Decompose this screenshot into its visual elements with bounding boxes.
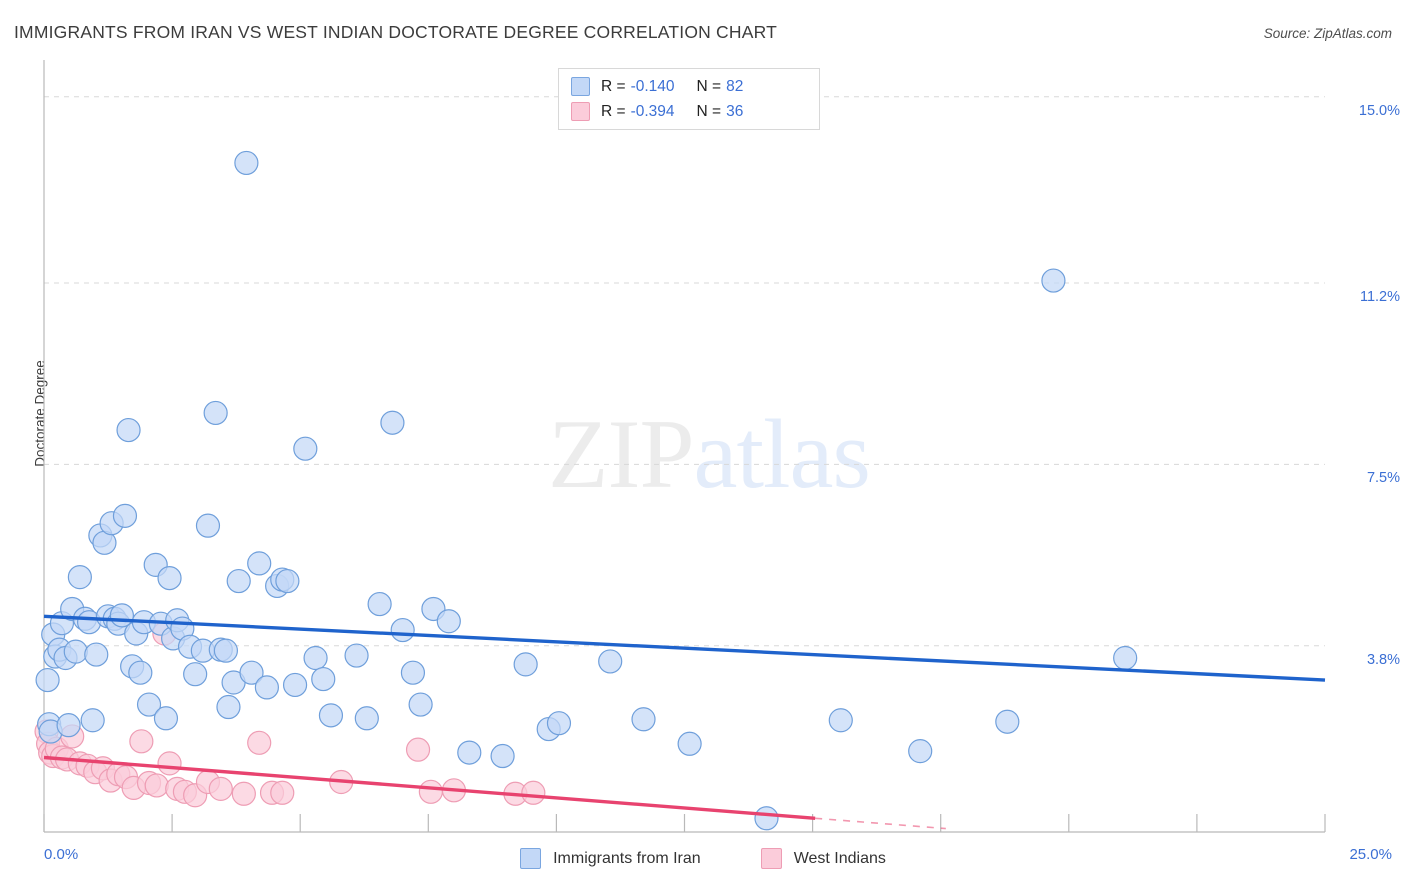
stats-r-label-west-indians: R = [601,102,626,120]
page-title: IMMIGRANTS FROM IRAN VS WEST INDIAN DOCT… [14,22,777,42]
legend-item-immigrants-from-iran[interactable]: Immigrants from Iran [520,848,701,869]
stats-n-label-west-indians: N = [696,102,722,120]
scatter-plot-area [34,60,1326,833]
correlation-stats-box: R = -0.140 N = 82 R = -0.394 N = 36 [558,68,820,130]
stats-n-value-iran: 82 [726,77,744,95]
legend-label-west-indians: West Indians [793,849,886,867]
stats-swatch-iran [571,77,590,96]
stats-row-west-indians: R = -0.394 N = 36 [571,99,809,124]
legend-item-west-indians[interactable]: West Indians [760,848,886,869]
stats-r-value-iran: -0.140 [630,77,675,95]
y-tick-label: 15.0% [1358,102,1400,119]
source-attribution: Source: ZipAtlas.com [1263,26,1392,41]
stats-swatch-west-indians [571,102,590,121]
stats-n-value-west-indians: 36 [726,102,744,120]
chart-svg [34,60,1326,833]
stats-n-label-iran: N = [696,77,722,95]
x-tick-min: 0.0% [44,846,79,863]
stats-r-value-west-indians: -0.394 [630,102,675,120]
legend-swatch-west-indians [760,848,782,869]
stats-row-iran: R = -0.140 N = 82 [571,74,809,99]
legend-swatch-immigrants-from-iran [520,848,542,869]
y-tick-label: 7.5% [1366,470,1400,487]
y-tick-label: 11.2% [1359,289,1400,306]
legend-label-immigrants-from-iran: Immigrants from Iran [553,849,701,867]
stats-r-label-iran: R = [601,77,626,95]
chart-legend: Immigrants from Iran West Indians [0,848,1406,869]
x-tick-max: 25.0% [1349,846,1392,863]
y-tick-label: 3.8% [1366,651,1400,668]
